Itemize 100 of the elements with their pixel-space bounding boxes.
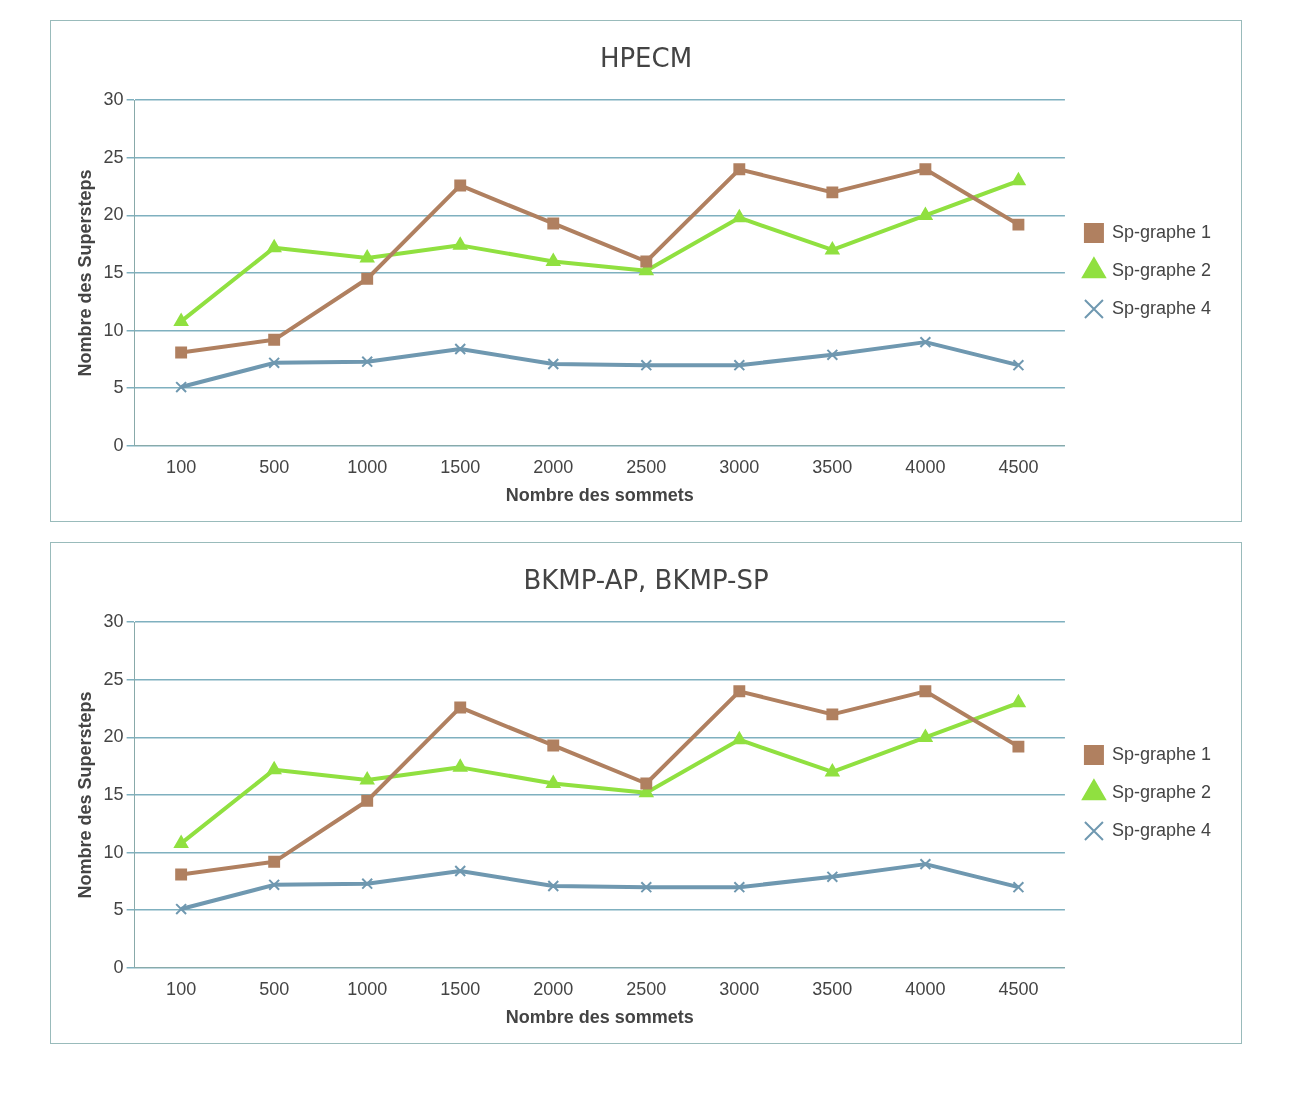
point <box>267 761 282 775</box>
y-tick-label: 0 <box>113 956 124 977</box>
x-tick-label: 4000 <box>905 978 946 999</box>
point <box>733 163 746 176</box>
y-tick-label: 20 <box>103 204 124 225</box>
point <box>454 179 467 192</box>
point <box>546 775 561 788</box>
point <box>175 868 188 881</box>
point <box>919 858 932 871</box>
point <box>640 881 653 894</box>
point <box>361 794 374 807</box>
point <box>547 880 560 892</box>
y-tick-label: 5 <box>113 899 124 920</box>
x-tick-label: 4500 <box>998 978 1039 999</box>
y-tick-label: 25 <box>103 146 124 167</box>
point <box>732 209 747 223</box>
x-tick-label: 3000 <box>719 978 760 999</box>
y-tick-label: 10 <box>103 319 124 340</box>
point <box>733 359 746 372</box>
point <box>454 865 467 877</box>
y-tick-label: 15 <box>103 261 124 282</box>
point <box>1011 694 1026 708</box>
legend-label: Sp-graphe 4 <box>1111 297 1212 318</box>
x-tick-label: 2500 <box>626 456 667 477</box>
point <box>361 877 374 890</box>
x-tick-label: 100 <box>166 456 197 477</box>
point <box>454 701 467 714</box>
x-tick-label: 1000 <box>347 978 388 999</box>
y-tick-label: 10 <box>103 841 124 862</box>
x-tick-label: 100 <box>166 978 197 999</box>
x-axis-title: Nombre des sommets <box>505 485 694 506</box>
y-tick-label: 30 <box>103 89 124 110</box>
x-tick-label: 500 <box>259 978 290 999</box>
legend-label: Sp-graphe 2 <box>1111 781 1212 802</box>
y-axis-title: Nombre des Supersteps <box>74 691 95 899</box>
x-tick-label: 2000 <box>533 978 574 999</box>
point <box>1012 740 1025 753</box>
point <box>268 878 281 891</box>
point <box>732 731 747 745</box>
point <box>825 763 840 777</box>
point <box>640 359 653 372</box>
x-tick-label: 3500 <box>812 978 853 999</box>
x-axis-title: Nombre des sommets <box>505 1007 694 1028</box>
point <box>267 239 282 253</box>
y-axis-title: Nombre des Supersteps <box>74 169 95 377</box>
x-tick-label: 2000 <box>533 456 574 477</box>
point <box>640 777 653 790</box>
point <box>826 348 839 361</box>
legend-label: Sp-graphe 4 <box>1111 819 1212 840</box>
point <box>733 685 746 698</box>
x-tick-label: 4000 <box>905 456 946 477</box>
point <box>453 237 468 250</box>
point <box>268 855 281 868</box>
point <box>1012 881 1025 894</box>
point <box>453 759 468 772</box>
point <box>919 336 932 349</box>
point <box>360 250 375 263</box>
point <box>1012 218 1025 231</box>
point <box>268 333 281 346</box>
point <box>174 313 189 326</box>
point <box>174 835 189 848</box>
chart-title: BKMP-AP, BKMP-SP <box>523 565 769 596</box>
point <box>918 729 933 742</box>
point <box>175 903 188 915</box>
point <box>640 255 653 268</box>
y-tick-label: 30 <box>103 611 124 632</box>
x-tick-label: 1500 <box>440 978 481 999</box>
y-tick-label: 25 <box>103 668 124 689</box>
legend-label: Sp-graphe 1 <box>1111 743 1212 764</box>
chart-title: HPECM <box>599 43 693 74</box>
x-tick-label: 1000 <box>347 456 388 477</box>
x-tick-label: 1500 <box>440 456 481 477</box>
x-tick-label: 500 <box>259 456 290 477</box>
point <box>547 217 560 230</box>
y-tick-label: 0 <box>113 434 124 455</box>
point <box>547 358 560 370</box>
point <box>454 343 467 355</box>
point <box>268 356 281 369</box>
point <box>919 685 932 698</box>
legend-label: Sp-graphe 1 <box>1111 221 1212 242</box>
point <box>826 870 839 883</box>
y-tick-label: 5 <box>113 377 124 398</box>
point <box>175 346 188 359</box>
point <box>1011 172 1026 186</box>
point <box>733 881 746 894</box>
x-tick-label: 4500 <box>998 456 1039 477</box>
point <box>919 163 932 176</box>
point <box>546 253 561 266</box>
x-tick-label: 2500 <box>626 978 667 999</box>
legend-label: Sp-graphe 2 <box>1111 259 1212 280</box>
point <box>918 207 933 220</box>
point <box>1012 359 1025 372</box>
x-tick-label: 3000 <box>719 456 760 477</box>
point <box>825 241 840 255</box>
point <box>826 186 839 199</box>
point <box>547 739 560 752</box>
point <box>361 355 374 368</box>
y-tick-label: 15 <box>103 783 124 804</box>
y-tick-label: 20 <box>103 726 124 747</box>
point <box>826 708 839 721</box>
